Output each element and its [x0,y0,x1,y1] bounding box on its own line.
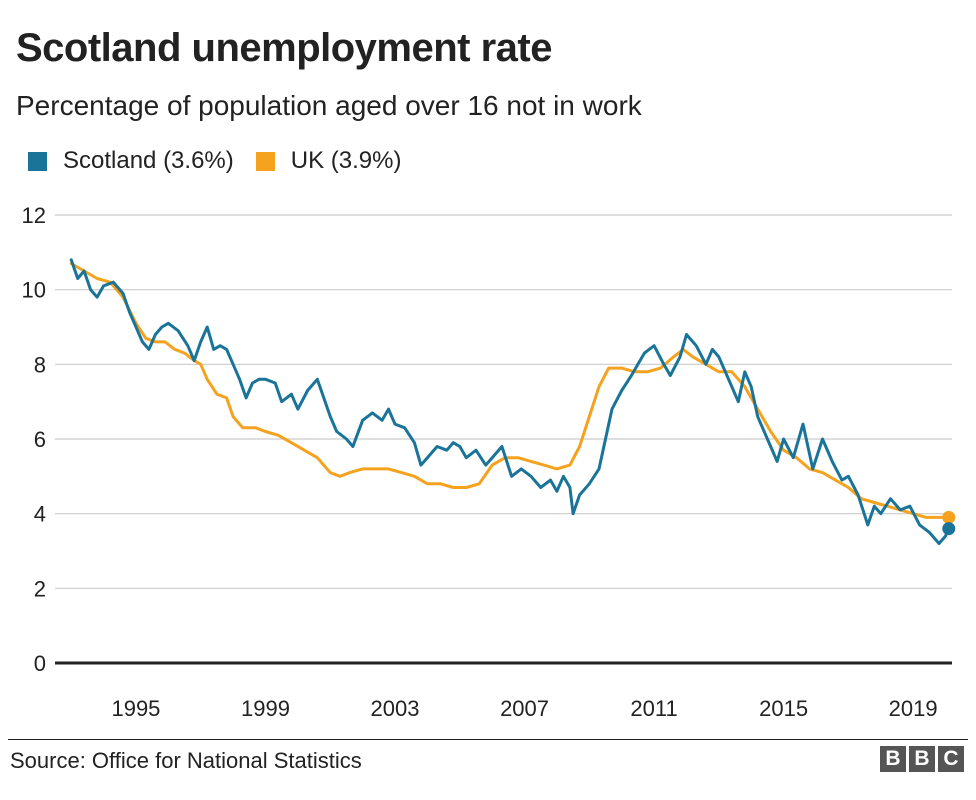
y-tick-label: 12 [22,203,46,228]
y-axis-labels: 0 2 4 6 8 10 12 [22,203,46,676]
bbc-logo-letter: B [880,746,906,772]
gridlines [55,214,952,665]
x-tick-label: 2007 [500,696,549,721]
x-tick-label: 1999 [241,696,290,721]
legend-swatch-uk [255,151,275,171]
footer-divider [8,739,968,740]
bbc-logo: B B C [877,746,964,772]
legend-item-scotland: Scotland (3.6%) [28,147,234,175]
bbc-logo-letter: B [909,746,935,772]
legend-label-uk: UK (3.9%) [290,147,402,174]
series-line-uk [69,262,951,519]
y-tick-label: 2 [34,576,46,601]
bbc-logo-letter: C [938,746,964,772]
y-tick-label: 10 [22,278,46,303]
x-tick-label: 1995 [111,696,160,721]
series-line-scotland [69,258,951,545]
x-tick-label: 2011 [630,696,677,721]
x-tick-label: 2015 [759,696,808,721]
x-tick-label: 2019 [889,696,938,721]
legend-label-scotland: Scotland (3.6%) [63,147,234,174]
chart-legend: Scotland (3.6%) UK (3.9%) [28,146,423,176]
chart-subtitle: Percentage of population aged over 16 no… [16,90,642,121]
endpoint-marker-scotland [942,522,956,536]
endpoint-marker-uk [942,510,956,524]
y-tick-label: 4 [34,502,46,527]
source-note: Source: Office for National Statistics [10,748,362,773]
y-tick-label: 0 [34,651,46,676]
y-tick-label: 6 [34,427,46,452]
chart-title: Scotland unemployment rate [16,26,552,70]
legend-swatch-scotland [28,151,47,171]
y-tick-label: 8 [34,352,46,377]
x-axis-labels: 1995 1999 2003 2007 2011 2015 2019 [111,696,937,721]
legend-item-uk: UK (3.9%) [255,147,402,175]
line-chart: 0 2 4 6 8 10 12 1995 1999 2003 2007 2011 2015 2019 [22,203,956,721]
series-lines [69,258,956,545]
x-tick-label: 2003 [371,696,420,721]
